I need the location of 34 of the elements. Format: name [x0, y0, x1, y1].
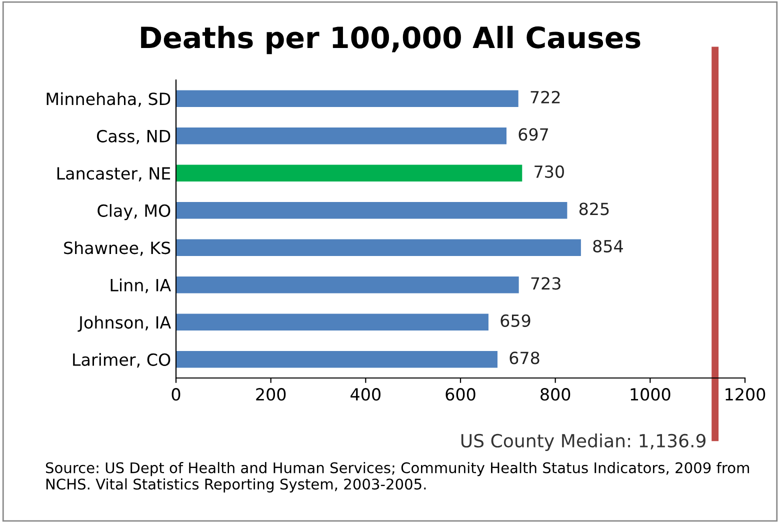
x-tick-label: 1200	[726, 388, 766, 401]
data-label: 723	[531, 277, 560, 290]
y-tick-label: Lancaster, NE	[57, 167, 170, 182]
bar	[176, 127, 506, 144]
bar	[176, 276, 519, 294]
data-label: 730	[534, 165, 564, 178]
y-tick-label: Shawnee, KS	[64, 241, 170, 256]
y-tick-label: Larimer, CO	[73, 353, 170, 368]
x-tick-label: 1000	[630, 388, 670, 401]
y-tick-label: Minnehaha, SD	[46, 92, 170, 107]
x-tick-label: 200	[256, 388, 286, 401]
bar	[176, 350, 498, 368]
data-label: 825	[579, 202, 609, 216]
bar	[176, 202, 568, 219]
y-tick-label: Linn, IA	[110, 278, 171, 294]
chart-title: Deaths per 100,000 All Causes	[141, 26, 640, 54]
y-tick-label: Clay, MO	[98, 204, 170, 220]
data-label: 678	[510, 352, 540, 364]
x-tick-label: 400	[350, 388, 380, 401]
bar	[176, 314, 488, 331]
data-label: 659	[500, 314, 530, 327]
ref-line-label: US County Median: 1,136.9	[461, 434, 706, 452]
bar	[176, 90, 518, 108]
data-label: 697	[518, 128, 548, 141]
x-tick-label: 800	[540, 388, 570, 401]
x-tick-label: 0	[172, 388, 180, 401]
y-tick-label: Cass, ND	[96, 130, 170, 144]
bar	[176, 239, 581, 256]
data-label: 854	[593, 240, 623, 252]
bar	[176, 164, 522, 182]
y-tick-label: Johnson, IA	[78, 316, 171, 332]
source-note: Source: US Dept of Health and Human Services; Community Health Status Indicators, 2009 from NCHS. Vital Statistics Reporting System, 2003-2005.	[46, 462, 749, 492]
x-tick-label: 600	[446, 388, 476, 401]
data-label: 722	[530, 90, 560, 104]
